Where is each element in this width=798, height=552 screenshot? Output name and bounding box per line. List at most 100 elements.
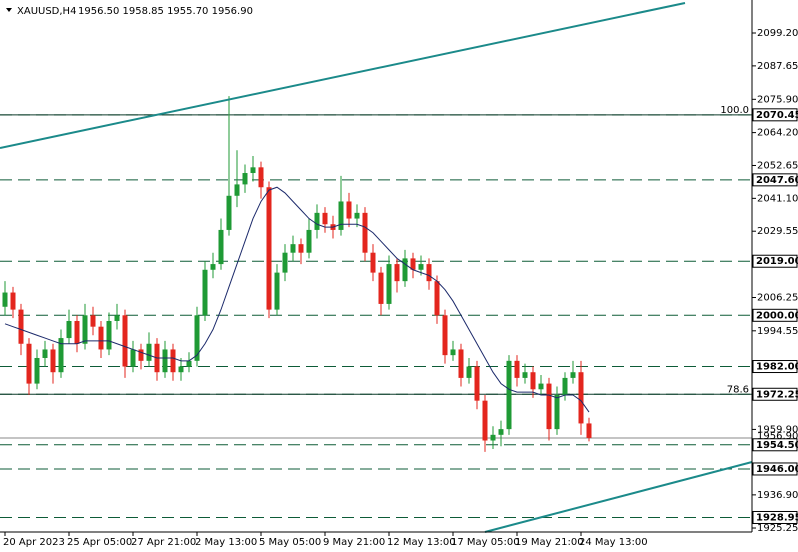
candle-body [82,315,88,344]
candle-body [338,201,344,230]
candle-body [378,272,384,304]
candle-body [250,167,256,174]
candle-body [58,338,64,373]
candle-body [66,320,72,339]
candle-body [466,366,472,378]
candle-body [162,349,168,373]
level-label-box [752,462,798,476]
x-tick-label: 19 May 21:00 [515,537,584,548]
x-tick-label: 9 May 21:00 [323,537,385,548]
candle-body [186,360,192,367]
candle-body [450,349,456,356]
level-label: 2047.60 [756,175,798,186]
menu-icon[interactable] [6,8,12,12]
y-tick-label: 2029.55 [757,226,798,237]
candle-body [402,258,408,282]
candle-body [290,244,296,253]
y-tick-label: 2052.65 [757,160,798,171]
candle-body [306,229,312,253]
level-label: 2019.00 [756,256,798,267]
candle-body [546,383,552,430]
y-tick-label: 1959.90 [757,424,798,435]
candle-body [146,343,152,361]
candle-body [42,349,48,358]
x-tick-label: 17 May 05:00 [451,537,520,548]
candle-body [2,292,8,307]
candle-body [514,360,520,378]
candle-body [370,252,376,273]
y-tick-label: 2064.20 [757,128,798,139]
candle-body [490,434,496,441]
candle-body [10,292,16,310]
candle-body [410,258,416,270]
candle-body [482,400,488,441]
candle-body [442,315,448,356]
fib-label: 100.0 [720,105,749,116]
level-label-box [752,360,798,374]
level-label: 1982.00 [756,362,798,373]
candle-body [578,372,584,424]
candle-body [234,184,240,196]
level-label-box [752,438,798,452]
candle-body [522,372,528,378]
x-tick-label: 12 May 13:00 [387,537,456,548]
trend-line [0,2,686,149]
candle-body [354,212,360,219]
level-label: 1946.00 [756,464,798,475]
candle-body [538,383,544,390]
candle-body [18,309,24,344]
candle-body [122,315,128,367]
candle-body [170,349,176,373]
candle-body [130,349,136,367]
x-tick-label: 5 May 05:00 [259,537,321,548]
level-label-box [752,108,798,122]
candle-body [210,264,216,270]
y-tick-label: 1994.55 [757,326,798,337]
candle-body [586,423,592,438]
x-tick-label: 25 Apr 05:00 [67,537,132,548]
candle-body [474,366,480,401]
candle-body [90,315,96,327]
candle-body [322,212,328,225]
trend-line [484,461,753,533]
candle-body [266,187,272,310]
candle-body [314,212,320,230]
candle-body [362,212,368,253]
y-tick-label: 2099.20 [757,28,798,39]
candle-body [114,315,120,321]
candle-body [426,264,432,282]
x-tick-label: 24 May 13:00 [579,537,648,548]
candle-body [50,349,56,373]
level-label: 1954.50 [756,440,798,451]
level-label: 1928.95 [756,512,798,523]
candle-body [298,244,304,253]
level-label-box [752,308,798,322]
candle-body [498,429,504,435]
moving-average [4,186,590,413]
fib-label: 78.6 [727,384,749,395]
candle-body [26,343,32,384]
candle-body [274,272,280,310]
candle-body [506,360,512,430]
labels: 2099.20 2087.65 2075.90 2064.20 2052.65 2041.… [3,28,798,548]
y-tick-label: 2006.25 [757,293,798,304]
candle-body [434,281,440,316]
candle-body [194,315,200,361]
plot [0,96,752,518]
level-label-box [752,387,798,401]
symbol: XAUUSD,H4 [17,6,76,17]
candle-body [226,195,232,230]
candle-body [394,264,400,282]
candle-body [562,377,568,395]
candle-body [178,366,184,373]
level-label-box [752,254,798,268]
candle-body [282,252,288,273]
y-tick-label: 1925.25 [757,523,798,534]
candle-body [418,264,424,270]
y-tick-label: 2041.10 [757,193,798,204]
quote: 1956.50 1958.85 1955.70 1956.90 [78,6,253,17]
level-label: 2000.00 [756,310,798,321]
candle-body [458,349,464,378]
candle-body [106,320,112,350]
